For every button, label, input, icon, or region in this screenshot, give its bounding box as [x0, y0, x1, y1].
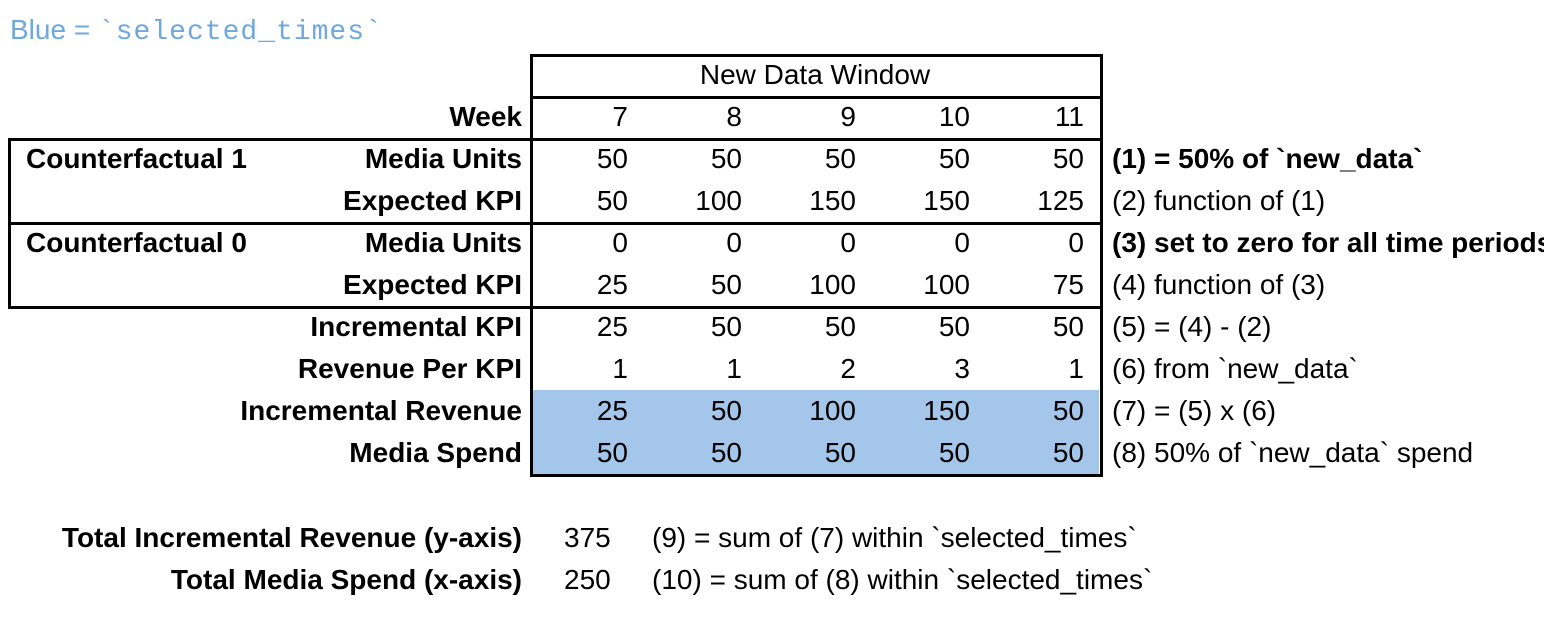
table-cell: 25	[596, 269, 628, 300]
table-border-top	[530, 54, 1103, 57]
row-annotation: (5) = (4) - (2)	[1112, 311, 1272, 342]
table-cell: 50	[1052, 437, 1084, 468]
row-annotation: (7) = (5) x (6)	[1112, 395, 1277, 426]
table-border-right	[1100, 54, 1103, 477]
table-cell: 1	[726, 353, 742, 384]
total-incremental-revenue-label: Total Incremental Revenue (y-axis)	[61, 522, 522, 553]
table-cell: 2	[840, 353, 856, 384]
row-annotation: (8) 50% of `new_data` spend	[1112, 437, 1474, 468]
table-cell: 50	[824, 311, 856, 342]
table-cell: 50	[710, 311, 742, 342]
label-box-divider	[8, 222, 530, 225]
week-cell: 7	[612, 101, 628, 132]
table-cell: 50	[824, 143, 856, 174]
table-cell: 50	[710, 143, 742, 174]
table-cell: 100	[809, 269, 856, 300]
table-border-bottom	[530, 474, 1103, 477]
selected-times-highlight	[531, 390, 1099, 474]
table-cell: 150	[809, 185, 856, 216]
label-box-left	[8, 138, 11, 309]
table-cell: 100	[809, 395, 856, 426]
week-cell: 10	[938, 101, 970, 132]
table-cell: 1	[1068, 353, 1084, 384]
table-cell: 50	[1052, 395, 1084, 426]
table-cell: 50	[710, 395, 742, 426]
table-cell: 50	[824, 437, 856, 468]
total-media-spend-label: Total Media Spend (x-axis)	[170, 564, 522, 595]
table-cell: 50	[596, 185, 628, 216]
table-cell: 50	[938, 437, 970, 468]
table-cell: 0	[840, 227, 856, 258]
counterfactual-0-label: Counterfactual 0	[26, 227, 247, 258]
total-media-spend-value: 250	[564, 564, 611, 595]
label-box-top	[8, 138, 530, 141]
table-cell: 150	[923, 185, 970, 216]
week-cell: 11	[1054, 101, 1084, 132]
row-label: Expected KPI	[343, 269, 522, 300]
new-data-window-header: New Data Window	[699, 59, 931, 90]
table-cell: 0	[612, 227, 628, 258]
table-cell: 100	[695, 185, 742, 216]
row-label: Media Units	[364, 143, 522, 174]
table-border-left	[530, 54, 533, 477]
table-border-cf-divider	[530, 222, 1103, 225]
table-cell: 50	[1052, 143, 1084, 174]
table-cell: 50	[596, 143, 628, 174]
legend-blue-label: Blue =	[10, 14, 98, 45]
week-label: Week	[449, 101, 522, 132]
table-cell: 0	[954, 227, 970, 258]
row-label: Media Units	[364, 227, 522, 258]
table-cell: 150	[923, 395, 970, 426]
table-border-under-cf0	[530, 306, 1103, 309]
total-incremental-revenue-value: 375	[564, 522, 611, 553]
table-cell: 50	[1052, 311, 1084, 342]
table-cell: 100	[923, 269, 970, 300]
row-annotation: (6) from `new_data`	[1112, 353, 1358, 384]
row-label: Revenue Per KPI	[297, 353, 522, 384]
table-cell: 0	[1068, 227, 1084, 258]
row-annotation: (4) function of (3)	[1112, 269, 1326, 300]
table-cell: 50	[596, 437, 628, 468]
table-cell: 125	[1037, 185, 1084, 216]
row-label: Incremental Revenue	[240, 395, 522, 426]
table-cell: 25	[596, 311, 628, 342]
row-label: Expected KPI	[343, 185, 522, 216]
table-cell: 3	[954, 353, 970, 384]
total-media-spend-annotation: (10) = sum of (8) within `selected_times…	[652, 564, 1153, 595]
row-label: Incremental KPI	[310, 311, 522, 342]
label-box-bottom	[8, 306, 530, 309]
counterfactual-1-label: Counterfactual 1	[26, 143, 247, 174]
table-cell: 75	[1052, 269, 1084, 300]
row-label: Media Spend	[349, 437, 522, 468]
table-cell: 1	[612, 353, 628, 384]
row-annotation: (1) = 50% of `new_data`	[1112, 143, 1423, 174]
table-cell: 50	[938, 143, 970, 174]
legend: Blue = `selected_times`	[10, 14, 383, 48]
table-border-under-header	[530, 96, 1103, 99]
table-cell: 50	[710, 269, 742, 300]
row-annotation: (2) function of (1)	[1112, 185, 1326, 216]
table-cell: 25	[596, 395, 628, 426]
week-cell: 8	[726, 101, 742, 132]
table-cell: 0	[726, 227, 742, 258]
legend-selected-times-code: `selected_times`	[97, 17, 383, 48]
table-cell: 50	[938, 311, 970, 342]
table-border-under-week	[530, 138, 1103, 141]
total-incremental-revenue-annotation: (9) = sum of (7) within `selected_times`	[652, 522, 1137, 553]
row-annotation: (3) set to zero for all time periods	[1112, 227, 1544, 258]
table-cell: 50	[710, 437, 742, 468]
week-cell: 9	[840, 101, 856, 132]
